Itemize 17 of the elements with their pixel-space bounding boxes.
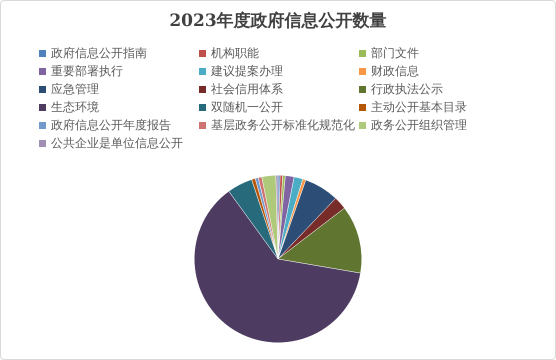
legend-label: 主动公开基本目录: [371, 98, 467, 116]
legend-label: 基层政务公开标准化规范化: [211, 116, 355, 134]
legend-label: 政府信息公开年度报告: [51, 116, 171, 134]
legend-label: 机构职能: [211, 44, 259, 62]
legend-label: 公共企业是单位信息公开: [51, 134, 183, 152]
legend-label: 社会信用体系: [211, 80, 283, 98]
legend-label: 生态环境: [51, 98, 99, 116]
legend-label: 行政执法公示: [371, 80, 443, 98]
legend-label: 政府信息公开指南: [51, 44, 147, 62]
chart-title: 2023年度政府信息公开数量: [168, 10, 388, 32]
legend-label: 双随机一公开: [211, 98, 283, 116]
legend-label: 应急管理: [51, 80, 99, 98]
legend-label: 建议提案办理: [211, 62, 283, 80]
legend-label: 部门文件: [371, 44, 419, 62]
legend-label: 政务公开组织管理: [371, 116, 467, 134]
legend-label: 财政信息: [371, 62, 419, 80]
legend-label: 重要部署执行: [51, 62, 123, 80]
